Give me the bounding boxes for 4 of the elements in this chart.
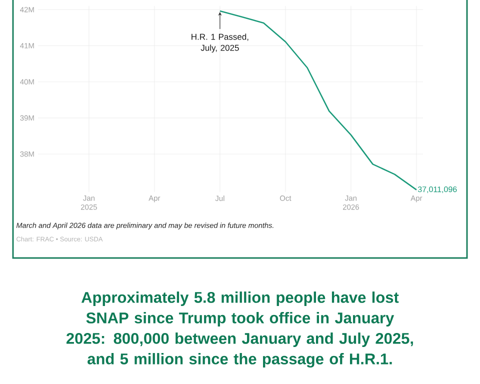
- text: Approximately 5.8 million people have lost SNAP since Trump took office in January 2025: 800,000 between January and July 2025, and 5 million since the passage of H.R.1.: [66, 292, 413, 368]
- line-series: [219, 10, 418, 190]
- annotation: H.R. 1 Passed, July, 2025: [192, 34, 248, 53]
- data-label: 37,011,096: [418, 186, 457, 194]
